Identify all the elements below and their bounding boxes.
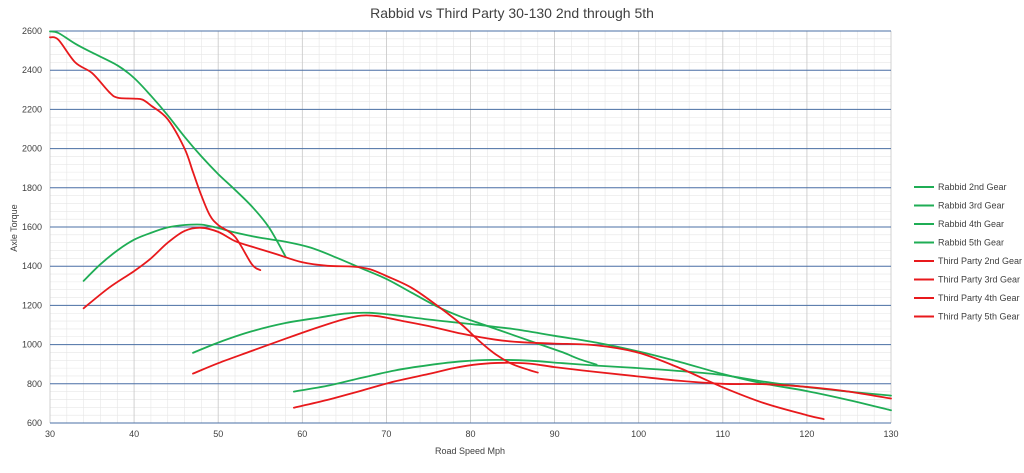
y-tick-label: 2600 [22,26,42,36]
major-grid [49,30,892,424]
legend-label: Third Party 3rd Gear [938,275,1020,285]
series-line-third-party-5th-gear [293,361,892,409]
y-tick-label: 1600 [22,222,42,232]
x-axis-title: Road Speed Mph [435,446,505,456]
legend-label: Rabbid 5th Gear [938,238,1004,248]
legend-label: Rabbid 4th Gear [938,219,1004,229]
series-line-third-party-2nd-gear [49,36,262,271]
x-tick-label: 80 [465,429,475,439]
y-axis: 600 800 1000 1200 1400 1600 1800 2000 2200 2400 26… [22,26,42,428]
x-tick-label: 110 [716,429,730,439]
series-lines [49,30,892,420]
legend-item-rabbid-4th-gear: Rabbid 4th Gear [914,219,1004,229]
x-tick-label: 130 [883,429,898,439]
chart-title: Rabbid vs Third Party 30-130 2nd through… [370,5,654,21]
y-axis-title: Axle Torque [9,204,19,251]
x-tick-label: 30 [45,429,55,439]
x-axis: 30 40 50 60 70 80 90 100 110 120 130 [45,429,899,439]
legend-item-rabbid-5th-gear: Rabbid 5th Gear [914,238,1004,248]
y-tick-label: 1200 [22,300,42,310]
y-tick-label: 800 [27,379,42,389]
legend-label: Third Party 4th Gear [938,293,1020,303]
y-tick-label: 2400 [22,65,42,75]
series-line-third-party-4th-gear [192,314,825,420]
y-tick-label: 2200 [22,104,42,114]
y-tick-label: 2000 [22,144,42,154]
x-tick-label: 40 [129,429,139,439]
series-line-third-party-3rd-gear [82,226,539,374]
legend-item-rabbid-2nd-gear: Rabbid 2nd Gear [914,182,1007,192]
series-line-rabbid-3rd-gear [82,223,598,366]
x-tick-label: 100 [631,429,646,439]
legend-label: Rabbid 2nd Gear [938,182,1007,192]
legend: Rabbid 2nd Gear Rabbid 3rd Gear Rabbid 4th… [914,182,1022,322]
legend-item-third-party-3rd-gear: Third Party 3rd Gear [914,275,1020,285]
legend-item-rabbid-3rd-gear: Rabbid 3rd Gear [914,201,1005,211]
legend-item-third-party-4th-gear: Third Party 4th Gear [914,293,1020,303]
y-tick-label: 1000 [22,340,42,350]
legend-label: Third Party 2nd Gear [938,256,1022,266]
legend-label: Third Party 5th Gear [938,312,1020,322]
x-tick-label: 60 [297,429,307,439]
legend-item-third-party-2nd-gear: Third Party 2nd Gear [914,256,1022,266]
y-tick-label: 1800 [22,183,42,193]
y-tick-label: 1400 [22,261,42,271]
x-tick-label: 70 [381,429,391,439]
x-tick-label: 50 [213,429,223,439]
x-tick-label: 120 [799,429,814,439]
y-tick-label: 600 [27,418,42,428]
series-line-rabbid-5th-gear [293,358,892,397]
series-line-rabbid-4th-gear [192,311,892,412]
series-line-rabbid-2nd-gear [49,30,287,258]
legend-label: Rabbid 3rd Gear [938,201,1005,211]
legend-item-third-party-5th-gear: Third Party 5th Gear [914,312,1020,322]
x-tick-label: 90 [550,429,560,439]
